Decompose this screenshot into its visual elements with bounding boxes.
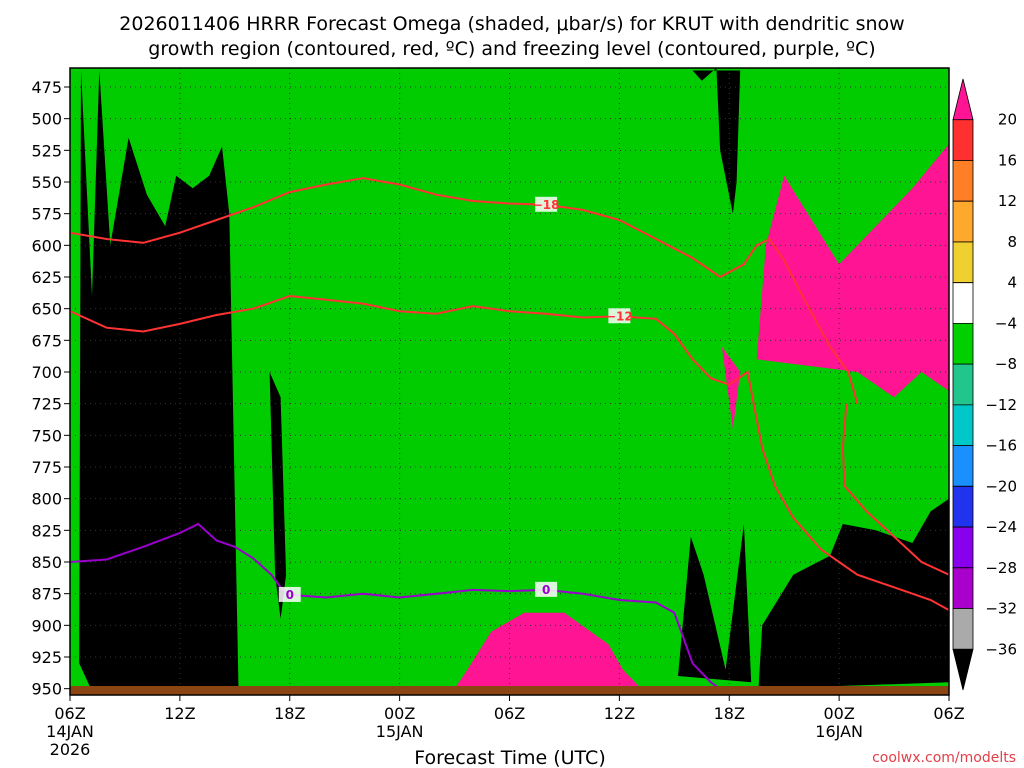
credit-text: coolwx.com/modelts [872, 750, 1016, 766]
colorbar-swatch-9 [952, 445, 974, 487]
dgz-contour-lower [841, 403, 949, 576]
colorbar-label-3: 8 [1007, 233, 1017, 251]
colorbar-label-6: −8 [995, 355, 1017, 373]
colorbar-swatch-11 [952, 526, 974, 569]
colorbar-swatch-0 [952, 78, 974, 121]
y-tick-label-925: 925 [31, 648, 62, 667]
x-date-label-18: 15JAN [376, 722, 424, 741]
temperature-contours: −18 −12 0 0 [70, 177, 949, 695]
y-tick-label-525: 525 [31, 141, 62, 160]
y-tick-label-700: 700 [31, 363, 62, 382]
dgz-contour-minus12-label-0: −12 [606, 309, 633, 323]
dgz-contour-minus12 [70, 294, 949, 611]
y-tick-label-475: 475 [31, 78, 62, 97]
y-tick-label-750: 750 [31, 426, 62, 445]
colorbar-label-7: −12 [985, 396, 1017, 414]
y-tick-label-900: 900 [31, 616, 62, 635]
colorbar-swatch-7 [952, 363, 974, 406]
freezing-level-contour-label-0: 0 [286, 588, 294, 602]
x-tick-label-42: 00Z [823, 704, 854, 723]
dgz-contour-minus12-label-bg-0 [608, 308, 631, 324]
colorbar-swatch-5 [952, 282, 974, 324]
colorbar-label-12: −32 [985, 600, 1017, 618]
dgz-contour-minus18-label-bg-0 [535, 196, 558, 212]
x-tick-label-36: 18Z [714, 704, 745, 723]
y-tick-label-575: 575 [31, 205, 62, 224]
colorbar-swatch-14 [952, 648, 974, 691]
freezing-level-contour-label-bg-0 [278, 586, 301, 602]
omega-region-1 [269, 372, 287, 619]
y-tick-label-600: 600 [31, 236, 62, 255]
colorbar-swatch-6 [952, 322, 974, 365]
y-tick-label-850: 850 [31, 553, 62, 572]
colorbar-label-1: 16 [998, 151, 1017, 169]
x-tick-label-0: 06Z [54, 704, 85, 723]
y-tick-label-625: 625 [31, 268, 62, 287]
colorbar: 20 16 12 8 4 −4 −8 −12 −16 −20 −24 −28 −32 −36 [952, 78, 1017, 691]
colorbar-swatch-1 [952, 119, 974, 161]
colorbar-swatch-8 [952, 404, 974, 447]
x-tick-label-48: 06Z [933, 704, 964, 723]
colorbar-label-10: −24 [985, 518, 1017, 536]
freezing-level-contour-label-bg-1 [535, 581, 558, 597]
dgz-contour-minus18-label-0: −18 [533, 198, 560, 212]
y-tick-label-500: 500 [31, 110, 62, 129]
x-tick-label-12: 18Z [274, 704, 305, 723]
colorbar-label-4: 4 [1007, 274, 1017, 292]
colorbar-label-2: 12 [998, 192, 1017, 210]
y-axis: 475 500 525 550 575 600 625 650 675 700 725 750 775 8… [31, 78, 70, 699]
colorbar-swatch-4 [952, 241, 974, 284]
x-date-label-0: 14JAN [46, 722, 94, 741]
colorbar-label-11: −28 [985, 559, 1017, 577]
y-tick-label-825: 825 [31, 521, 62, 540]
omega-region-5 [454, 612, 642, 689]
omega-region-2 [678, 524, 752, 683]
x-tick-label-30: 12Z [604, 704, 635, 723]
y-tick-label-675: 675 [31, 331, 62, 350]
x-date-label-42: 16JAN [815, 722, 863, 741]
y-tick-label-725: 725 [31, 395, 62, 414]
omega-region-3 [758, 498, 949, 689]
y-tick-label-550: 550 [31, 173, 62, 192]
omega-region-7 [721, 346, 741, 429]
y-tick-label-650: 650 [31, 300, 62, 319]
x-tick-label-6: 12Z [164, 704, 195, 723]
y-tick-label-775: 775 [31, 458, 62, 477]
omega-region-6 [756, 144, 949, 398]
x-tick-label-18: 00Z [384, 704, 415, 723]
colorbar-label-5: −4 [995, 314, 1017, 332]
freezing-level-contour-label-1: 0 [542, 583, 550, 597]
colorbar-swatch-13 [952, 608, 974, 650]
colorbar-label-8: −16 [985, 437, 1017, 455]
y-tick-label-875: 875 [31, 585, 62, 604]
colorbar-label-9: −20 [985, 477, 1017, 495]
ground-surface [70, 686, 949, 695]
omega-region-4 [692, 68, 741, 214]
colorbar-swatch-10 [952, 485, 974, 528]
colorbar-swatch-2 [952, 160, 974, 202]
y-tick-label-800: 800 [31, 490, 62, 509]
freezing-level-contour [70, 522, 730, 695]
chart-title-line-2: growth region (contoured, red, ºC) and f… [148, 38, 875, 60]
colorbar-label-13: −36 [985, 640, 1017, 658]
y-tick-label-950: 950 [31, 680, 62, 699]
chart-title-line-1: 2026011406 HRRR Forecast Omega (shaded, … [119, 13, 904, 35]
plot-area: −18 −12 0 0 [70, 68, 949, 695]
x-tick-label-24: 06Z [494, 704, 525, 723]
x-axis-title: Forecast Time (UTC) [414, 747, 605, 768]
colorbar-label-0: 20 [998, 111, 1017, 129]
colorbar-swatch-12 [952, 567, 974, 609]
colorbar-swatch-3 [952, 200, 974, 243]
x-year-label-0: 2026 [50, 740, 91, 759]
